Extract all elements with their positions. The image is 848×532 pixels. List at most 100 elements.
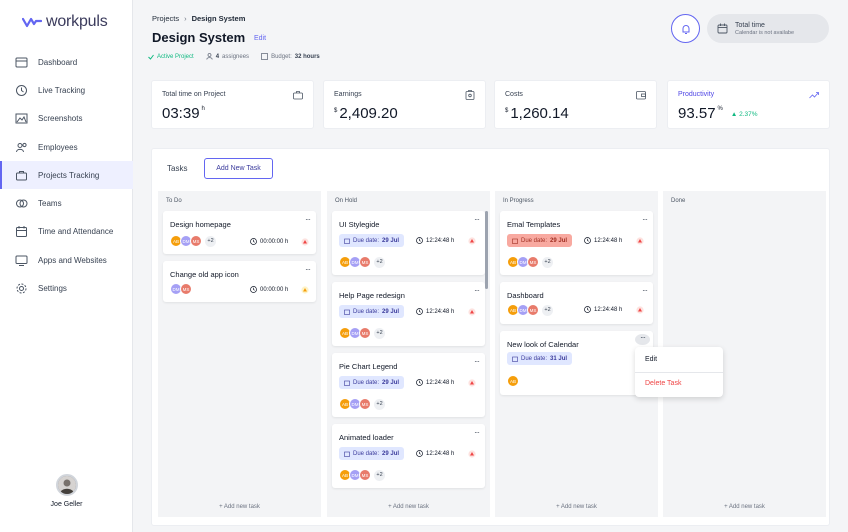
monitor-icon [15, 255, 28, 266]
stat-label: Costs [505, 91, 523, 98]
total-time-widget[interactable]: Total time Calendar is not availabe [707, 14, 829, 43]
sidebar-item-employees[interactable]: Employees [0, 133, 133, 161]
column-title: To Do [166, 198, 182, 204]
more-icon[interactable]: ··· [474, 428, 480, 437]
column-title: In Progress [503, 198, 534, 204]
employees-icon [16, 142, 27, 152]
sidebar-item-live-tracking[interactable]: Live Tracking [0, 76, 133, 104]
task-card[interactable]: Change old app icon ··· DM MS 00:00:00 h [163, 261, 316, 302]
task-time: 00:00:00 h [250, 286, 288, 293]
budget-icon [261, 53, 268, 60]
sidebar-item-label: Screenshots [38, 114, 83, 124]
task-title: New look of Calendar [507, 340, 579, 349]
sidebar-item-projects-tracking[interactable]: Projects Tracking [0, 161, 133, 190]
menu-item-delete-task[interactable]: Delete Task [645, 380, 682, 387]
sidebar-item-dashboard[interactable]: Dashboard [0, 48, 133, 76]
add-new-task-button[interactable]: Add New Task [204, 158, 273, 179]
add-new-task-link[interactable]: + Add new task [556, 504, 597, 510]
tasks-label: Tasks [167, 164, 188, 173]
stat-unit: % [717, 106, 723, 112]
app-logo[interactable]: workpuls [22, 13, 108, 31]
task-card[interactable]: Help Page redesign ··· Due date: 29 Jul 1… [332, 282, 485, 346]
add-new-task-link[interactable]: + Add new task [219, 504, 260, 510]
avatar: MS [190, 235, 202, 247]
task-time: 12:24:48 h [416, 379, 454, 386]
more-assignees-count: +2 [374, 469, 385, 481]
task-card[interactable]: Design homepage ··· AB DM MS +2 00:00:00… [163, 211, 316, 254]
stat-label: Earnings [334, 91, 362, 98]
clock-icon [584, 237, 591, 244]
bell-icon [682, 24, 689, 34]
due-date-badge: Due date: 29 Jul [339, 234, 405, 247]
receipt-icon [465, 90, 475, 100]
task-time: 12:24:48 h [416, 450, 454, 457]
budget-info: Budget: 32 hours [261, 53, 320, 60]
wallet-icon [636, 91, 646, 100]
more-icon[interactable]: ··· [474, 357, 480, 366]
projects-icon [16, 170, 27, 181]
sidebar-item-settings[interactable]: Settings [0, 274, 133, 302]
assignee-avatars: AB DM MS +2 [339, 398, 385, 410]
sidebar-item-label: Time and Attendance [38, 227, 114, 237]
task-card[interactable]: UI Stylegide ··· Due date: 29 Jul 12:24:4… [332, 211, 485, 275]
more-icon[interactable]: ··· [635, 334, 650, 345]
add-new-task-link[interactable]: + Add new task [388, 504, 429, 510]
user-avatar-icon [57, 476, 76, 494]
calendar-icon [344, 451, 350, 457]
breadcrumb-root[interactable]: Projects [152, 14, 180, 23]
avatar: MS [359, 327, 371, 339]
sidebar-item-screenshots[interactable]: Screenshots [0, 105, 133, 133]
assignees-count: 4 [215, 53, 220, 60]
user-name: Joe Geller [50, 501, 83, 508]
clock-icon [416, 308, 423, 315]
more-icon[interactable]: ··· [474, 286, 480, 295]
trend-icon [809, 92, 819, 99]
sidebar-item-label: Apps and Websites [38, 255, 107, 265]
task-card[interactable]: Pie Chart Legend ··· Due date: 29 Jul 12:… [332, 353, 485, 417]
more-icon[interactable]: ··· [305, 265, 311, 274]
budget-label: Budget: [271, 53, 292, 60]
high-priority-icon [301, 238, 309, 246]
user-profile[interactable]: Joe Geller [0, 474, 133, 508]
stat-total-time: Total time on Project 03:39 h [151, 80, 314, 129]
notifications-button[interactable] [671, 14, 700, 43]
logo-icon [22, 17, 42, 28]
sidebar: workpuls Dashboard Live Tracking Screens… [0, 0, 133, 532]
sidebar-item-time-attendance[interactable]: Time and Attendance [0, 218, 133, 246]
task-title: Help Page redesign [339, 291, 405, 300]
high-priority-icon [636, 306, 644, 314]
menu-divider [635, 372, 723, 373]
assignee-avatars: AB [507, 375, 519, 387]
task-title: Animated loader [339, 433, 394, 442]
high-priority-icon [468, 379, 476, 387]
edit-project-link[interactable]: Edit [254, 35, 267, 42]
more-icon[interactable]: ··· [474, 215, 480, 224]
sidebar-item-apps-websites[interactable]: Apps and Websites [0, 246, 133, 274]
task-time: 12:24:48 h [416, 308, 454, 315]
more-icon[interactable]: ··· [642, 286, 648, 295]
column-title: On Hold [335, 198, 358, 204]
calendar-icon [512, 356, 518, 362]
task-card[interactable]: Emal Templates ··· Due date: 29 Jul 12:24… [500, 211, 653, 275]
column-scrollbar[interactable] [485, 211, 488, 289]
more-icon[interactable]: ··· [305, 215, 311, 224]
task-card[interactable]: Dashboard ··· AB DM MS +2 12:24:48 h [500, 282, 653, 324]
add-new-task-link[interactable]: + Add new task [724, 504, 765, 510]
stat-unit: h [201, 106, 205, 112]
sidebar-item-teams[interactable]: Teams [0, 189, 133, 217]
avatar: MS [359, 469, 371, 481]
sidebar-item-label: Employees [38, 142, 78, 152]
high-priority-icon [468, 237, 476, 245]
more-icon[interactable]: ··· [642, 215, 648, 224]
high-priority-icon [468, 308, 476, 316]
assignees-label: assignees [222, 53, 250, 60]
avatar: MS [180, 283, 192, 295]
avatar: MS [359, 398, 371, 410]
more-assignees-count: +2 [374, 327, 385, 339]
task-card[interactable]: New look of Calendar ··· Due date: 31 Jul… [500, 331, 653, 395]
sidebar-item-label: Projects Tracking [38, 170, 100, 180]
task-card[interactable]: Animated loader ··· Due date: 29 Jul 12:2… [332, 424, 485, 488]
project-status: Active Project [148, 54, 194, 60]
menu-item-edit[interactable]: Edit [645, 356, 658, 363]
task-context-menu: Edit Delete Task [635, 347, 723, 397]
